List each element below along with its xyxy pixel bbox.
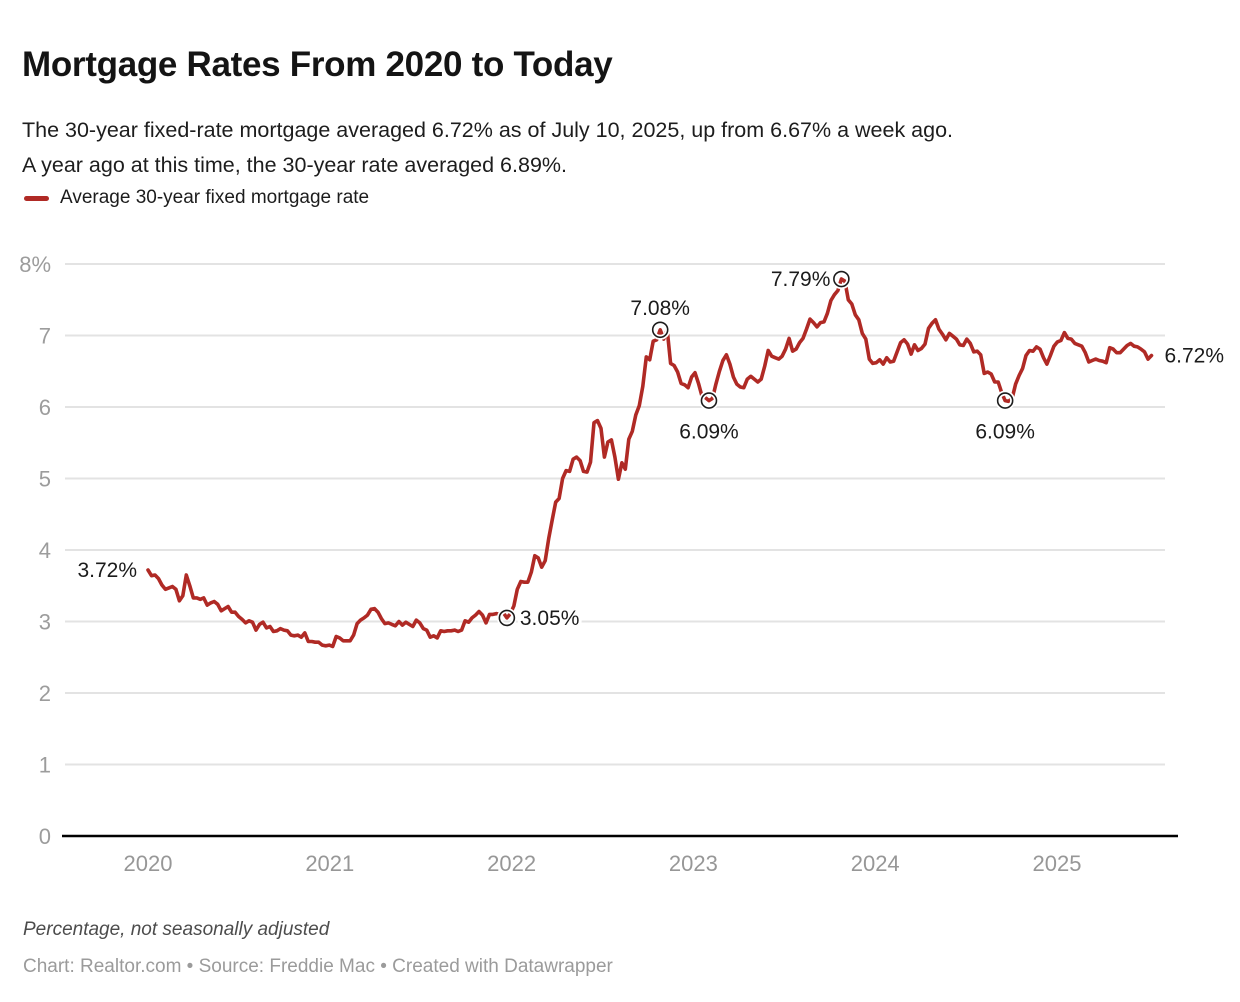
y-tick-label: 4 [39, 538, 51, 563]
value-annotation: 7.79% [771, 268, 831, 291]
chart-subtitle-line-2: A year ago at this time, the 30-year rat… [22, 152, 567, 177]
y-tick-label: 0 [39, 824, 51, 849]
value-annotation: 6.72% [1164, 345, 1224, 368]
chart-subtitle-line-1: The 30-year fixed-rate mortgage averaged… [22, 117, 954, 142]
value-annotation: 7.08% [630, 297, 690, 320]
x-tick-label: 2021 [305, 851, 354, 876]
x-tick-label: 2022 [487, 851, 536, 876]
marker-circle [498, 609, 516, 627]
legend-label: Average 30-year fixed mortgage rate [60, 187, 370, 208]
y-tick-label: 2 [39, 681, 51, 706]
value-annotation: 3.72% [77, 559, 137, 582]
y-tick-label: 7 [39, 324, 51, 349]
y-tick-label: 5 [39, 467, 51, 492]
y-tick-label: 8% [19, 252, 51, 277]
chart-credit: Chart: Realtor.com • Source: Freddie Mac… [23, 956, 613, 977]
marker-circle [651, 321, 669, 339]
rate-line-series [146, 277, 1154, 649]
y-tick-label: 1 [39, 753, 51, 778]
x-tick-label: 2025 [1033, 851, 1082, 876]
value-annotation: 6.09% [975, 421, 1035, 444]
chart-title: Mortgage Rates From 2020 to Today [22, 45, 613, 85]
chart-subtitle: The 30-year fixed-rate mortgage averaged… [22, 113, 1222, 183]
marker-circle [996, 392, 1014, 409]
value-annotation: 3.05% [520, 607, 580, 630]
x-tick-label: 2024 [851, 851, 900, 876]
value-annotation: 6.09% [679, 421, 739, 444]
y-tick-label: 6 [39, 395, 51, 420]
y-tick-label: 3 [39, 610, 51, 635]
x-tick-label: 2023 [669, 851, 718, 876]
chart-note: Percentage, not seasonally adjusted [23, 919, 330, 940]
x-tick-label: 2020 [124, 851, 173, 876]
marker-circle [833, 270, 850, 288]
legend: Average 30-year fixed mortgage rate [24, 187, 369, 209]
legend-line-swatch [24, 195, 49, 201]
marker-circle [700, 392, 718, 409]
